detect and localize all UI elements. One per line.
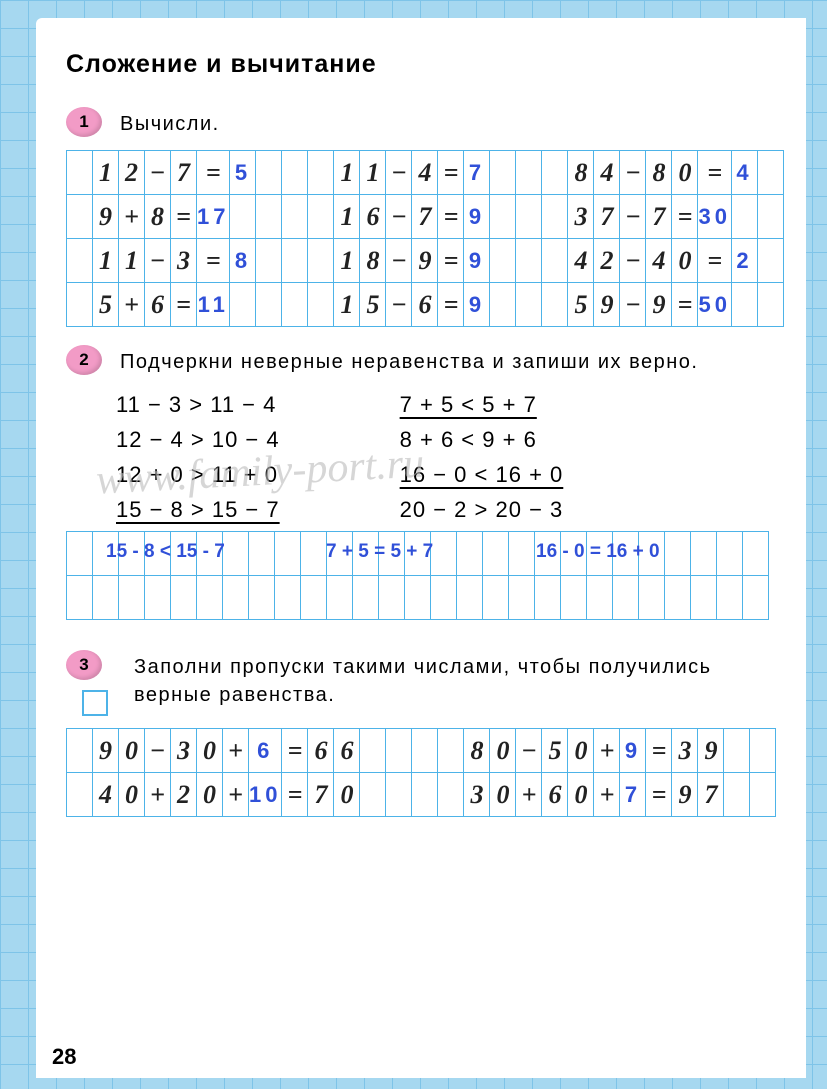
workbook-page: Сложение и вычитание 1 Вычисли. 12−7=511… [36, 18, 806, 1078]
inequality-column-left: 11 − 3 > 11 − 412 − 4 > 10 − 412 + 0 > 1… [116, 392, 280, 523]
task-2-answer: 7 + 5 = 5 + 7 [326, 541, 433, 563]
task-number-badge: 3 [66, 650, 102, 680]
task-instruction: Вычисли. [120, 107, 220, 138]
task-2-header: 2 Подчеркни неверные неравенства и запиш… [66, 345, 784, 376]
task-3-header: 3 Заполни пропуски такими числами, чтобы… [66, 650, 784, 716]
inequality-column-right: 7 + 5 < 5 + 78 + 6 < 9 + 616 − 0 < 16 + … [400, 392, 564, 523]
task-3-grid: 90−30+6=6680−50+9=3940+20+10=7030+60+7=9… [66, 728, 776, 817]
task-1-grid: 12−7=511−4=784−80=49+8=1716−7=937−7=3011… [66, 150, 784, 327]
task-number-badge: 1 [66, 107, 102, 137]
page-number: 28 [52, 1044, 76, 1070]
task-instruction: Подчеркни неверные неравенства и запиши … [120, 345, 698, 376]
task-1-header: 1 Вычисли. [66, 107, 784, 138]
task-2-answer: 16 - 0 = 16 + 0 [536, 541, 660, 563]
task-2-answer-area: 15 - 8 < 15 - 7 7 + 5 = 5 + 7 16 - 0 = 1… [66, 531, 784, 620]
task-instruction: Заполни пропуски такими числами, чтобы п… [134, 650, 784, 709]
page-title: Сложение и вычитание [66, 50, 784, 79]
task-2-answer: 15 - 8 < 15 - 7 [106, 541, 225, 563]
inequalities-block: 11 − 3 > 11 − 412 − 4 > 10 − 412 + 0 > 1… [116, 392, 784, 523]
task-number-badge: 2 [66, 345, 102, 375]
task-checkbox[interactable] [82, 690, 108, 716]
